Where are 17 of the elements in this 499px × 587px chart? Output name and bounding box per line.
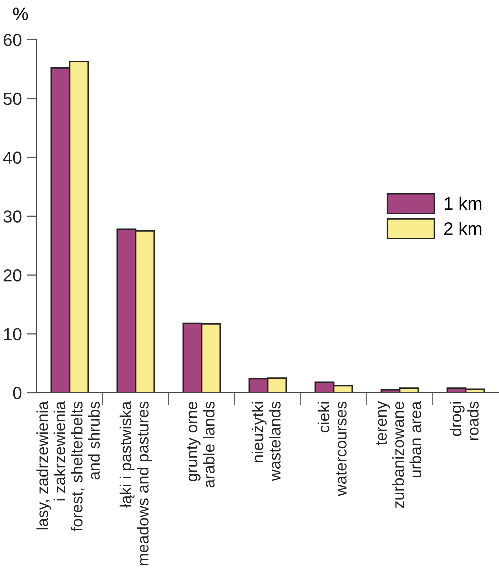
x-tick-label: tereny zurbanizowane urban area [376, 401, 422, 508]
x-tick-label: nieużytki wastelands [252, 402, 281, 482]
x-tick-label: lasy, zadrzewienia i zakrzewienia forest, shelterbelts and shrubs [36, 401, 100, 532]
y-tick-label: 40 [3, 152, 22, 164]
y-tick-label: 20 [4, 269, 22, 282]
y-tick-label: 0 [13, 387, 22, 400]
x-tick-label: łąki i pastwiska meadows and pastures [120, 401, 152, 566]
x-tick-label: drogi roads [450, 402, 479, 440]
y-tick-label: 50 [4, 92, 22, 106]
x-tick-label: grunty orne arable lands [187, 402, 215, 488]
y-tick-label: 10 [4, 328, 22, 341]
legend-label: 1 km [445, 196, 482, 210]
legend-label: 2 km [444, 222, 482, 236]
x-tick-label: cieki watercourses [318, 402, 347, 496]
y-axis-title: % [13, 8, 28, 20]
y-tick-label: 60 [4, 34, 22, 46]
y-tick-label: 30 [4, 210, 22, 223]
